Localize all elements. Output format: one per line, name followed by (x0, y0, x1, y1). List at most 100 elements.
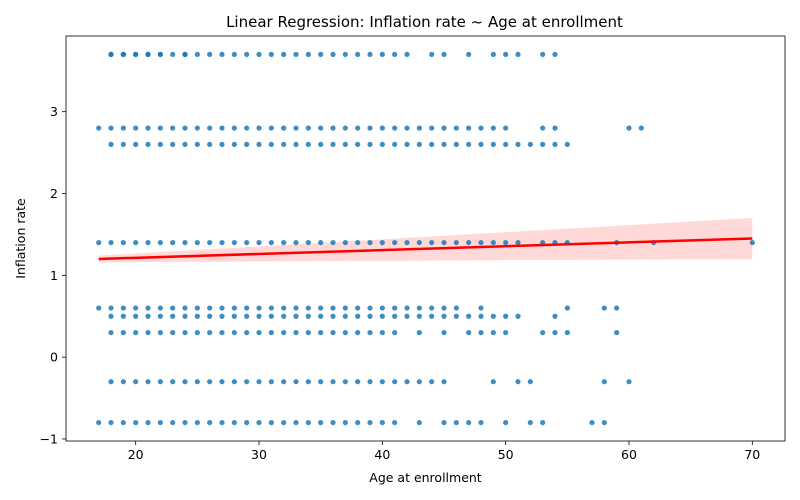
y-axis: −1 0 1 2 3 (40, 104, 66, 446)
data-point (379, 141, 385, 148)
data-point (231, 419, 237, 426)
data-point (219, 329, 225, 336)
y-axis-label: Inflation rate (13, 198, 28, 279)
data-point (293, 51, 299, 58)
data-point (379, 329, 385, 336)
data-point (318, 141, 324, 148)
data-point (145, 239, 151, 246)
data-point (120, 51, 126, 58)
data-point (626, 125, 632, 131)
data-point (244, 51, 250, 58)
data-point (478, 419, 484, 426)
data-point (503, 51, 509, 58)
data-point (231, 125, 237, 131)
data-point (256, 51, 262, 58)
data-point (207, 305, 213, 311)
data-point (194, 305, 200, 311)
data-point (404, 141, 410, 148)
data-point (379, 419, 385, 426)
data-point (318, 239, 324, 246)
data-point (157, 313, 163, 319)
data-point (305, 379, 311, 385)
data-point (638, 125, 644, 131)
data-point (108, 305, 114, 311)
data-point (219, 379, 225, 385)
data-point (231, 51, 237, 58)
data-point (342, 141, 348, 148)
data-point (614, 305, 620, 311)
data-point (552, 125, 558, 131)
data-point (601, 419, 607, 426)
data-point (120, 141, 126, 148)
data-point (490, 51, 496, 58)
data-point (490, 313, 496, 319)
data-point (268, 379, 274, 385)
data-point (490, 239, 496, 246)
data-point (540, 51, 546, 58)
data-point (194, 141, 200, 148)
data-point (392, 141, 398, 148)
data-point (268, 51, 274, 58)
data-point (293, 141, 299, 148)
data-point (157, 239, 163, 246)
data-point (564, 305, 570, 311)
data-point (305, 125, 311, 131)
data-point (219, 305, 225, 311)
data-point (281, 419, 287, 426)
data-point (478, 239, 484, 246)
data-point (429, 141, 435, 148)
data-point (133, 313, 139, 319)
data-point (281, 329, 287, 336)
data-point (416, 379, 422, 385)
data-point (170, 313, 176, 319)
data-point (367, 51, 373, 58)
data-point (466, 329, 472, 336)
data-point (342, 379, 348, 385)
data-point (515, 313, 521, 319)
data-point (305, 141, 311, 148)
data-point (453, 141, 459, 148)
data-point (133, 141, 139, 148)
data-point (170, 239, 176, 246)
data-point (367, 305, 373, 311)
confidence-band (98, 218, 753, 263)
data-point (503, 329, 509, 336)
data-point (207, 125, 213, 131)
data-point (293, 239, 299, 246)
data-point (305, 329, 311, 336)
data-point (564, 141, 570, 148)
data-point (293, 305, 299, 311)
data-point (231, 305, 237, 311)
data-point (145, 141, 151, 148)
data-point (330, 419, 336, 426)
data-point (133, 379, 139, 385)
data-point (207, 329, 213, 336)
data-point (552, 51, 558, 58)
data-point (503, 239, 509, 246)
data-point (441, 305, 447, 311)
regression-line (98, 237, 753, 261)
data-point (490, 329, 496, 336)
data-point (120, 329, 126, 336)
data-point (367, 141, 373, 148)
data-point (466, 125, 472, 131)
data-point (194, 313, 200, 319)
data-point (367, 379, 373, 385)
data-point (392, 419, 398, 426)
x-tick-label: 20 (128, 447, 144, 462)
y-tick-label: 2 (50, 186, 58, 201)
x-axis-label: Age at enrollment (369, 470, 482, 485)
x-tick-label: 30 (251, 447, 267, 462)
data-point (170, 51, 176, 58)
data-point (244, 141, 250, 148)
data-point (170, 125, 176, 131)
data-point (342, 329, 348, 336)
data-point (466, 313, 472, 319)
data-point (120, 239, 126, 246)
data-point (108, 329, 114, 336)
data-point (392, 125, 398, 131)
data-point (281, 305, 287, 311)
data-point (293, 329, 299, 336)
data-point (453, 125, 459, 131)
data-point (441, 313, 447, 319)
